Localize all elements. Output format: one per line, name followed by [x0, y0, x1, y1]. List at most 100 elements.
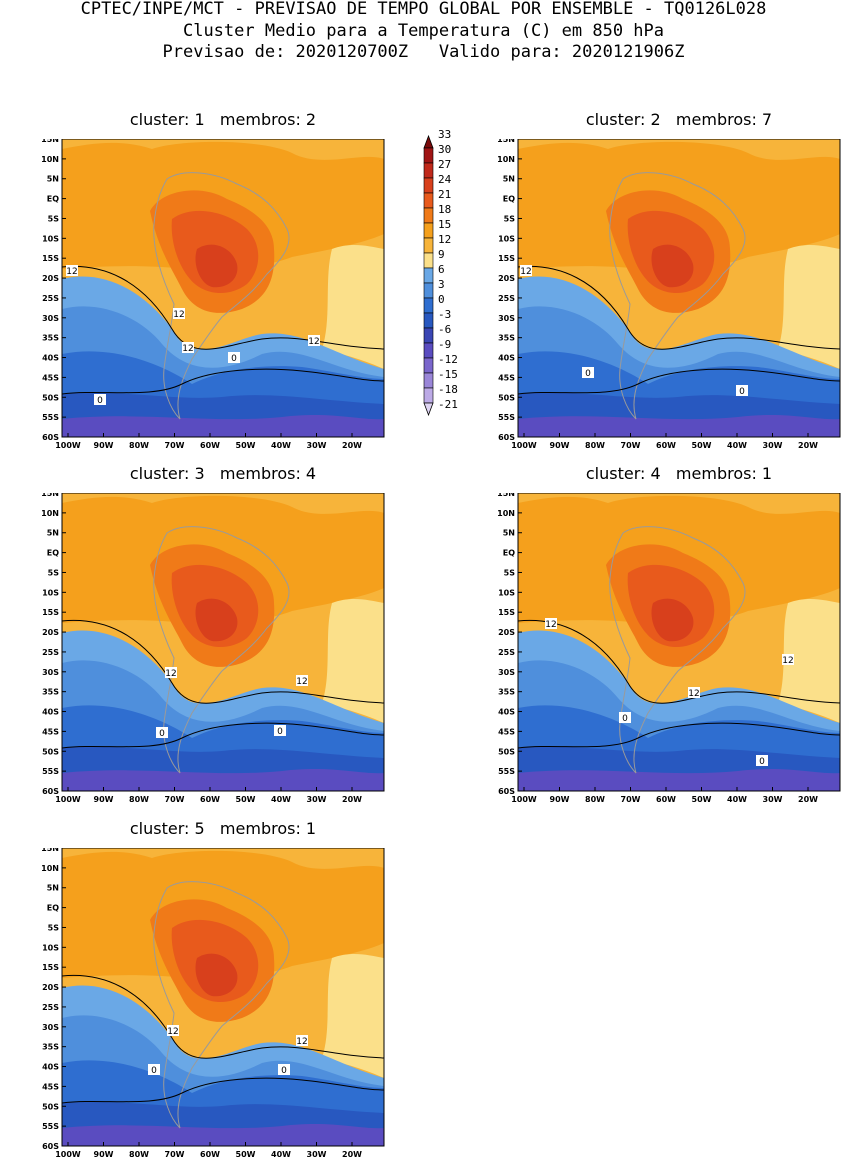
svg-text:0: 0: [739, 387, 745, 397]
lon-label: 30W: [763, 795, 783, 804]
lon-label: 70W: [165, 1150, 185, 1159]
lat-label: 50S: [498, 747, 515, 756]
band-minus9-minus6: [518, 769, 840, 791]
contour-label: 12: [296, 675, 308, 687]
band-minus9-minus6: [518, 415, 840, 437]
panel-title: cluster: 5 membros: 1: [129, 819, 317, 838]
lat-label: 5S: [48, 568, 60, 577]
continent-outline: [609, 172, 746, 420]
lat-label: 45S: [42, 373, 59, 382]
band-minus9-minus6: [62, 415, 384, 437]
band-9-12: [322, 598, 384, 723]
svg-text:12: 12: [167, 1027, 178, 1037]
lat-label: 10N: [41, 155, 59, 164]
contour-0: [518, 368, 840, 395]
colorbar-swatch: [423, 387, 434, 404]
colorbar-swatch: [423, 282, 434, 299]
lon-label: 40W: [727, 441, 747, 450]
colorbar-label: 3: [438, 278, 445, 291]
lat-label: 10N: [497, 509, 515, 518]
lat-label: 20S: [42, 274, 59, 283]
lat-label: 15N: [497, 139, 515, 144]
lat-label: 25S: [498, 648, 515, 657]
contour-0: [62, 722, 384, 749]
lon-label: 90W: [94, 441, 114, 450]
continent-outline: [153, 172, 290, 420]
lat-label: 45S: [42, 1082, 59, 1091]
lon-label: 90W: [94, 1150, 114, 1159]
colorbar-swatch: [423, 207, 434, 224]
lat-label: EQ: [47, 904, 59, 913]
header-line-3: Previsao de: 2020120700Z Valido para: 20…: [162, 42, 685, 62]
lat-label: 30S: [42, 1023, 59, 1032]
lon-label: 70W: [165, 441, 185, 450]
lat-label: 55S: [42, 413, 59, 422]
band-9-12: [778, 598, 840, 723]
lat-label: 10S: [498, 234, 515, 243]
lat-label: 15N: [41, 493, 59, 498]
lat-label: 20S: [498, 274, 515, 283]
colorbar-label: 30: [438, 143, 451, 156]
colorbar-swatch: [423, 312, 434, 329]
lat-label: 5N: [503, 175, 515, 184]
lat-label: 15N: [497, 493, 515, 498]
lon-label: 50W: [692, 441, 712, 450]
colorbar-label: 18: [438, 203, 451, 216]
lon-label: 20W: [798, 795, 818, 804]
lat-label: 5S: [504, 568, 516, 577]
lat-label: 20S: [42, 983, 59, 992]
lat-label: 55S: [42, 1122, 59, 1131]
svg-text:12: 12: [296, 677, 307, 687]
lat-label: 30S: [498, 314, 515, 323]
lon-label: 50W: [236, 1150, 256, 1159]
lon-label: 100W: [511, 795, 537, 804]
lat-label: 50S: [498, 393, 515, 402]
svg-text:0: 0: [159, 729, 165, 739]
band-minus9-minus6: [62, 769, 384, 791]
contour-label: 12: [165, 667, 177, 679]
lon-label: 20W: [342, 1150, 362, 1159]
lat-label: 10S: [42, 588, 59, 597]
panel-title: cluster: 3 membros: 4: [129, 464, 317, 483]
svg-text:0: 0: [231, 354, 237, 364]
lon-label: 40W: [271, 1150, 291, 1159]
lon-label: 60W: [200, 1150, 220, 1159]
lon-label: 30W: [763, 441, 783, 450]
continent-outline: [153, 526, 290, 774]
contour-label: 12: [545, 618, 557, 630]
colorbar-top-arrow: [423, 134, 434, 149]
colorbar-swatch: [423, 297, 434, 314]
lat-label: 30S: [42, 314, 59, 323]
lat-label: EQ: [47, 549, 59, 558]
colorbar-label: 27: [438, 158, 451, 171]
map-frame: [61, 848, 385, 1147]
panel-title: cluster: 1 membros: 2: [129, 110, 317, 129]
contour-12: [62, 974, 384, 1059]
temperature-map: 12 12 0 0 15N 10N 5N EQ 5S 10S 15S 20S 25S 30S 35S 40S 4…: [41, 493, 385, 804]
lat-label: 20S: [498, 628, 515, 637]
colorbar-swatch: [423, 147, 434, 164]
lat-label: 50S: [42, 393, 59, 402]
colorbar-label: -15: [438, 368, 458, 381]
temperature-map: 12 12 12 12 0 0 15N 10N 5N EQ 5S 10S 15S 20S 25S 30S 35S…: [41, 139, 385, 450]
lon-label: 50W: [692, 795, 712, 804]
lat-label: 60S: [498, 433, 515, 442]
contour-label: 12: [308, 335, 320, 347]
band-9-12: [778, 244, 840, 369]
lat-label: 15S: [498, 608, 515, 617]
lon-label: 60W: [656, 795, 676, 804]
contour-label: 0: [156, 727, 168, 739]
contour-label: 12: [520, 265, 532, 277]
lat-label: 35S: [42, 1043, 59, 1052]
temperature-map: 12 12 0 0 15N 10N 5N EQ 5S 10S 15S 20S 25S 30S 35S 40S 4…: [41, 848, 385, 1159]
lat-label: 10S: [42, 943, 59, 952]
band-warm-north: [62, 493, 384, 514]
svg-text:0: 0: [281, 1066, 287, 1076]
lon-label: 30W: [307, 441, 327, 450]
header-line-1: CPTEC/INPE/MCT - PREVISAO DE TEMPO GLOBA…: [80, 0, 767, 19]
lon-label: 50W: [236, 795, 256, 804]
band-24-27: [195, 244, 238, 288]
colorbar-swatch: [423, 267, 434, 284]
lat-label: 5N: [47, 884, 59, 893]
lat-label: 60S: [42, 1142, 59, 1151]
